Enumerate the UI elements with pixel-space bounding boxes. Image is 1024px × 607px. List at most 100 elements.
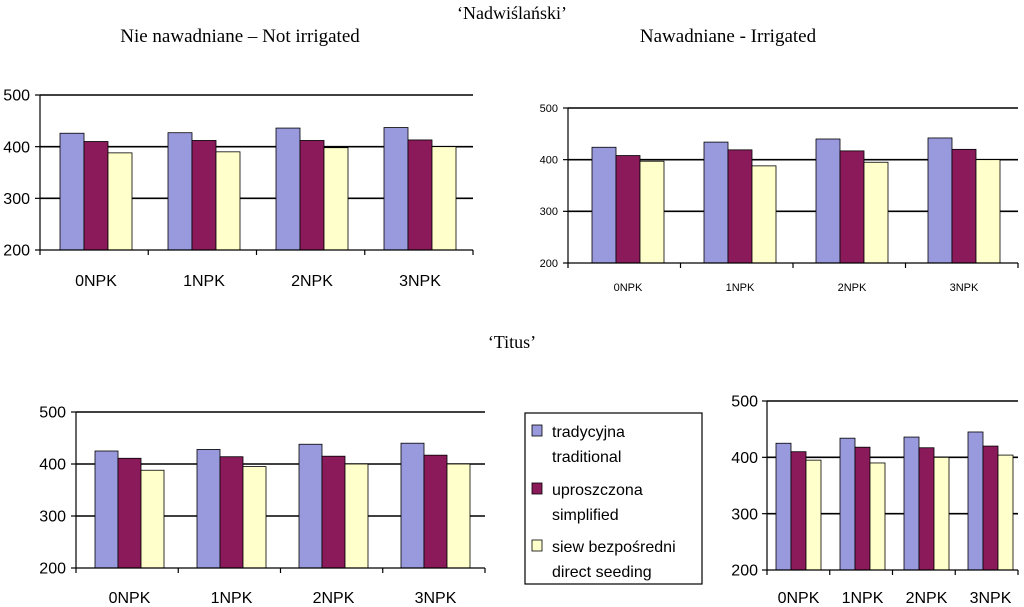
bar-simplified-2npk [299, 140, 325, 251]
category-label-3npk: 3NPK [950, 282, 979, 294]
category-label-1npk: 1NPK [726, 282, 755, 294]
bar-simplified-3npk [982, 445, 999, 571]
bar-traditional-3npk [967, 431, 984, 571]
bar-traditional-1npk [196, 449, 221, 569]
bar-simplified-1npk [727, 149, 753, 264]
bar-traditional-0npk [775, 442, 792, 571]
y-tick-label: 500 [3, 88, 30, 105]
bar-direct-seeding-3npk [431, 146, 457, 251]
category-label-2npk: 2NPK [838, 282, 867, 294]
legend-label-simplified-line2: simplified [552, 507, 619, 524]
legend: tradycyjna traditional uproszczona simpl… [524, 412, 703, 585]
bar-traditional-1npk [703, 141, 729, 264]
bar-traditional-2npk [903, 436, 920, 571]
category-label-0npk: 0NPK [614, 282, 643, 294]
irrigated-heading: Nawadniane - Irrigated [640, 26, 817, 47]
bar-direct-seeding-1npk [242, 466, 267, 569]
y-tick-label: 200 [3, 243, 30, 260]
bar-traditional-2npk [275, 127, 301, 251]
bar-simplified-2npk [839, 150, 865, 264]
y-tick-label: 500 [39, 405, 66, 422]
y-tick-label: 500 [731, 394, 758, 411]
bar-simplified-1npk [191, 140, 217, 251]
bar-direct-seeding-1npk [751, 165, 777, 264]
legend-label-traditional-line2: traditional [552, 449, 621, 466]
legend-label-direct-seeding-line2: direct seeding [552, 564, 652, 581]
bar-simplified-2npk [321, 455, 346, 569]
bar-direct-seeding-3npk [975, 159, 1001, 264]
legend-item-traditional: tradycyjna traditional [531, 424, 625, 466]
category-label-3npk: 3NPK [970, 590, 1012, 607]
category-label-0npk: 0NPK [778, 590, 820, 607]
bar-simplified-1npk [219, 456, 244, 569]
y-tick-label: 400 [3, 139, 30, 156]
y-tick-label: 300 [39, 509, 66, 526]
bar-simplified-3npk [951, 148, 977, 264]
category-label-2npk: 2NPK [906, 590, 948, 607]
legend-label-simplified-line1: uproszczona [552, 482, 643, 499]
cultivar2-heading: ‘Titus’ [488, 332, 536, 352]
bar-traditional-0npk [59, 132, 85, 251]
y-tick-label: 200 [540, 258, 558, 270]
y-tick-label: 400 [540, 155, 558, 167]
bar-direct-seeding-0npk [107, 152, 133, 251]
legend-swatch-simplified [531, 482, 543, 495]
legend-item-simplified: uproszczona simplified [531, 482, 643, 524]
bar-traditional-2npk [815, 138, 841, 264]
bar-simplified-0npk [117, 457, 142, 569]
y-tick-label: 200 [731, 563, 758, 580]
legend-swatch-traditional [531, 424, 543, 437]
bar-traditional-1npk [167, 132, 193, 251]
bar-simplified-3npk [407, 139, 433, 251]
bar-direct-seeding-0npk [639, 160, 665, 264]
bar-simplified-2npk [918, 447, 935, 571]
y-tick-label: 300 [540, 206, 558, 218]
bar-traditional-0npk [94, 450, 119, 569]
bar-direct-seeding-3npk [997, 454, 1014, 571]
cultivar1-heading: ‘Nadwiślański’ [457, 3, 567, 23]
y-tick-label: 400 [39, 457, 66, 474]
bar-traditional-3npk [383, 127, 409, 251]
bar-direct-seeding-0npk [805, 459, 822, 571]
bar-direct-seeding-1npk [215, 151, 241, 251]
bar-simplified-0npk [790, 451, 807, 571]
category-label-1npk: 1NPK [211, 590, 253, 607]
legend-label-direct-seeding-line1: siew bezpośredni [552, 539, 676, 556]
y-tick-label: 300 [731, 506, 758, 523]
legend-item-direct-seeding: siew bezpośredni direct seeding [531, 539, 676, 581]
bar-direct-seeding-0npk [140, 469, 165, 569]
legend-label-traditional-line1: tradycyjna [552, 424, 625, 441]
chart-nadwislanski-irrigated: 200 300 400 500 0NPK 1NPK 2NPK 3NPK [540, 103, 1019, 294]
category-label-1npk: 1NPK [842, 590, 884, 607]
bar-simplified-1npk [854, 446, 871, 571]
y-tick-label: 500 [540, 103, 558, 115]
bar-direct-seeding-3npk [446, 463, 471, 569]
not-irrigated-heading: Nie nawadniane – Not irrigated [120, 26, 360, 47]
legend-swatch-direct-seeding [531, 539, 543, 552]
bar-traditional-3npk [400, 442, 425, 569]
category-label-2npk: 2NPK [291, 273, 333, 290]
bar-traditional-1npk [839, 437, 856, 571]
y-tick-label: 400 [731, 450, 758, 467]
y-tick-label: 200 [39, 561, 66, 578]
category-label-0npk: 0NPK [109, 590, 151, 607]
bar-traditional-3npk [927, 137, 953, 264]
category-label-1npk: 1NPK [183, 273, 225, 290]
bar-traditional-0npk [591, 146, 617, 264]
bar-simplified-3npk [423, 454, 448, 569]
category-label-2npk: 2NPK [313, 590, 355, 607]
bar-simplified-0npk [83, 141, 109, 251]
bar-traditional-2npk [298, 443, 323, 569]
bar-direct-seeding-1npk [869, 462, 886, 571]
chart-titus-not-irrigated: 200 300 400 500 0NPK 1NPK 2NPK 3NPK [39, 405, 486, 607]
bar-simplified-0npk [615, 155, 641, 264]
legend-box [524, 412, 703, 585]
category-label-3npk: 3NPK [399, 273, 441, 290]
bar-direct-seeding-2npk [933, 456, 950, 571]
category-label-3npk: 3NPK [415, 590, 457, 607]
bar-direct-seeding-2npk [323, 147, 349, 251]
y-tick-label: 300 [3, 191, 30, 208]
bar-direct-seeding-2npk [863, 161, 889, 264]
bar-direct-seeding-2npk [344, 463, 369, 569]
